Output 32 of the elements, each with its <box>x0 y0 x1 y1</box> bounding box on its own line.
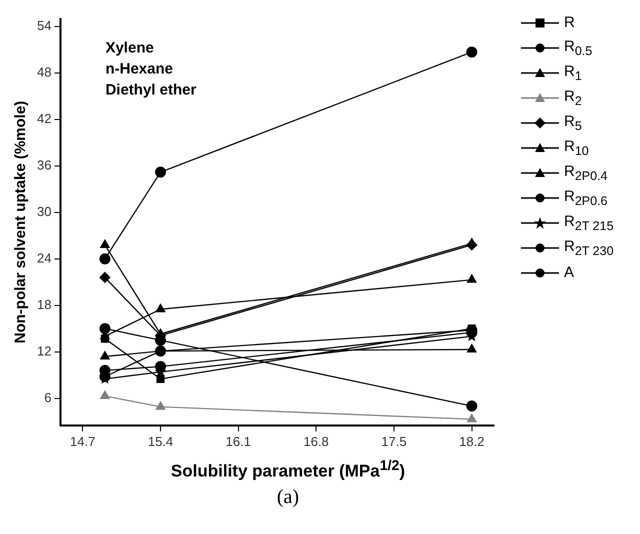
text: (a) <box>276 486 300 509</box>
legend-label: R$_{2P0.4}$ <box>564 162 608 182</box>
y-tick-label: 12 <box>36 343 52 358</box>
y-tick-label: 42 <box>36 111 52 126</box>
legend-label: R$_{2T 215}$ <box>564 212 614 232</box>
y-tick-label: 30 <box>36 204 52 219</box>
y-tick-label: 48 <box>36 64 52 80</box>
legend-label: R$_{2P0.6}$ <box>564 188 608 208</box>
legend-label: R$_{10}$ <box>564 138 589 158</box>
x-tick-label: 17.5 <box>381 434 407 449</box>
x-tick-label: 15.4 <box>148 434 174 449</box>
annotation: Diethyl ether <box>105 81 196 98</box>
y-tick-label: 36 <box>36 158 52 173</box>
annotation: n-Hexane <box>105 60 173 78</box>
y-tick-label: 54 <box>36 18 52 34</box>
legend-label: R <box>564 14 575 31</box>
legend-label: A <box>564 264 574 281</box>
y-tick-label: 18 <box>36 296 52 312</box>
y-tick-label: 24 <box>36 250 52 266</box>
x-tick-label: 18.2 <box>459 434 484 449</box>
legend-label: R$_{0.5}$ <box>564 38 592 58</box>
legend-label: R$_{1}$ <box>564 62 582 82</box>
x-axis-title: Solubility parameter (MPa$^{1/2}$) <box>170 458 406 482</box>
x-tick-label: 14.7 <box>70 434 96 449</box>
legend-label: R$_{2}$ <box>564 88 582 108</box>
x-tick-label: 16.1 <box>226 434 251 449</box>
y-tick-label: 6 <box>44 390 52 405</box>
annotation: Xylene <box>105 39 154 56</box>
legend-label: R$_{5}$ <box>564 112 582 132</box>
x-tick-label: 16.8 <box>303 434 329 449</box>
y-axis-title: Non-polar solvent uptake (%mole) <box>12 100 30 344</box>
legend-label: R$_{2T 230}$ <box>564 238 614 258</box>
